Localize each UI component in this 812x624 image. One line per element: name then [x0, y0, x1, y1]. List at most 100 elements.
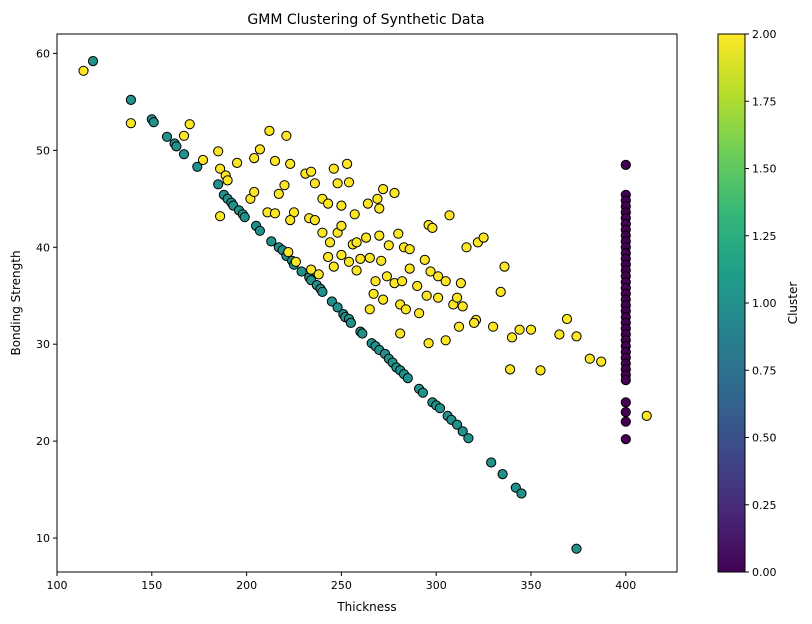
cluster-1-point — [171, 141, 182, 152]
cluster-2-point — [393, 228, 404, 239]
cluster-1-point — [457, 426, 468, 437]
cluster-2-point — [374, 230, 385, 241]
cluster-2-point — [336, 220, 347, 231]
cluster-2-point — [554, 329, 565, 340]
cluster-1-point — [296, 266, 307, 277]
cluster-2-point — [596, 356, 607, 367]
cluster-2-point — [362, 198, 373, 209]
cluster-2-point — [197, 154, 209, 166]
cluster-2-point — [283, 247, 294, 258]
cluster-2-point — [423, 338, 434, 349]
cluster-2-point — [381, 271, 392, 282]
cluster-2-point — [178, 130, 190, 141]
cluster-2-point — [457, 301, 468, 312]
x-axis-ticks: 100 150 200 250 300 350 400 — [47, 572, 636, 592]
cluster-2-point — [285, 158, 296, 169]
cluster-1-point — [148, 117, 159, 128]
cluster-2-point — [269, 155, 281, 167]
cluster-1-point — [571, 543, 582, 554]
cluster-1-point — [452, 419, 463, 430]
cluster-2-point — [427, 222, 438, 233]
cluster-2-point — [584, 353, 595, 364]
cluster-2-point — [222, 175, 233, 186]
cluster-2-point — [414, 308, 425, 319]
colorbar-tick-label: 0.50 — [752, 432, 777, 445]
cluster-2-point — [249, 153, 260, 164]
cluster-1-point — [463, 433, 474, 444]
cluster-1-point — [178, 149, 190, 160]
cluster-2-point — [317, 227, 328, 238]
cluster-1-point — [254, 225, 265, 236]
cluster-2-point — [254, 144, 265, 155]
cluster-2-point — [351, 265, 362, 276]
cluster-1-point — [516, 488, 527, 499]
cluster-2-point — [404, 263, 415, 274]
cluster-1-point — [345, 317, 356, 328]
cluster-2-point — [249, 186, 260, 198]
x-axis-label: Thickness — [336, 600, 396, 614]
y-tick-label: 60 — [36, 47, 50, 60]
cluster-2-point — [425, 266, 436, 277]
x-tick-label: 300 — [426, 579, 447, 592]
cluster-2-point — [213, 146, 224, 157]
cluster-2-point — [372, 193, 383, 204]
cluster-1-point — [434, 403, 446, 414]
cluster-2-point — [313, 269, 324, 280]
cluster-2-point — [290, 256, 301, 267]
y-axis-ticks: 10 20 30 40 50 60 — [36, 47, 57, 545]
x-tick-label: 250 — [331, 579, 352, 592]
cluster-2-point — [306, 166, 317, 177]
cluster-2-point — [215, 211, 226, 222]
cluster-1-point — [213, 179, 224, 190]
cluster-1-point — [417, 387, 428, 398]
cluster-2-point — [404, 244, 415, 255]
cluster-2-point — [478, 232, 489, 243]
cluster-2-point — [461, 242, 472, 253]
colorbar-tick-label: 1.50 — [752, 163, 777, 176]
cluster-2-point — [215, 163, 226, 174]
cluster-2-point — [433, 271, 444, 282]
cluster-2-point — [389, 187, 400, 199]
cluster-2-point — [444, 210, 455, 221]
cluster-2-point — [374, 203, 385, 214]
cluster-2-point — [378, 294, 389, 305]
cluster-2-point — [469, 317, 480, 328]
cluster-2-point — [264, 125, 275, 136]
cluster-2-point — [342, 158, 353, 169]
cluster-2-point — [452, 292, 463, 303]
cluster-2-point — [368, 288, 379, 299]
cluster-2-point — [525, 324, 537, 335]
cluster-2-point — [323, 198, 334, 209]
cluster-1-point — [317, 286, 328, 297]
colorbar-tick-label: 0.75 — [752, 364, 777, 377]
cluster-1-point — [125, 94, 136, 106]
cluster-2-point — [364, 252, 375, 263]
cluster-2-point — [349, 209, 360, 220]
cluster-2-point — [499, 261, 510, 272]
y-tick-label: 30 — [36, 338, 50, 351]
cluster-0-point — [620, 159, 631, 170]
cluster-2-point — [78, 65, 89, 76]
cluster-1-point — [192, 161, 203, 172]
cluster-2-point — [343, 177, 355, 188]
colorbar-tick-label: 1.75 — [752, 95, 777, 108]
cluster-2-point — [395, 328, 406, 339]
cluster-2-point — [571, 331, 582, 342]
y-axis-label: Bonding Strength — [9, 250, 23, 355]
cluster-2-point — [488, 321, 499, 332]
cluster-2-point — [328, 261, 339, 272]
cluster-2-point — [383, 240, 394, 251]
colorbar-tick-label: 0.00 — [752, 566, 777, 579]
cluster-2-point — [324, 237, 336, 248]
x-tick-label: 400 — [615, 579, 636, 592]
cluster-2-point — [455, 278, 466, 289]
colorbar-label: Cluster — [786, 282, 800, 325]
y-tick-label: 50 — [36, 144, 50, 157]
cluster-2-point — [440, 335, 451, 346]
x-tick-label: 350 — [521, 579, 542, 592]
cluster-2-point — [361, 232, 372, 243]
cluster-2-point — [440, 276, 451, 287]
cluster-1-point — [239, 212, 250, 223]
x-tick-label: 200 — [236, 579, 257, 592]
